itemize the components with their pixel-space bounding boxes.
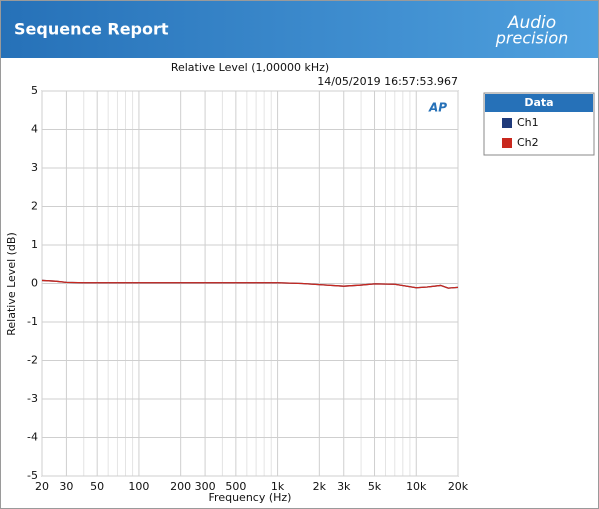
logo-top: Audio	[507, 13, 556, 33]
watermark: AP	[428, 101, 447, 115]
x-tick-label: 3k	[337, 480, 351, 493]
legend-title: Data	[524, 96, 553, 109]
y-tick-label: -1	[27, 315, 38, 328]
x-tick-label: 30	[59, 480, 73, 493]
x-tick-label: 300	[195, 480, 216, 493]
x-tick-label: 50	[90, 480, 104, 493]
header-title: Sequence Report	[14, 20, 169, 39]
x-tick-label: 20	[35, 480, 49, 493]
legend-swatch	[502, 138, 512, 148]
y-tick-label: -4	[27, 431, 38, 444]
x-tick-label: 200	[170, 480, 191, 493]
x-tick-label: 1k	[271, 480, 285, 493]
x-axis-label: Frequency (Hz)	[209, 491, 292, 504]
y-tick-label: 2	[31, 200, 38, 213]
y-tick-label: 0	[31, 277, 38, 290]
logo-bottom: precision	[495, 29, 569, 48]
x-tick-label: 5k	[368, 480, 382, 493]
y-tick-label: 3	[31, 161, 38, 174]
legend-header	[485, 94, 593, 112]
y-tick-label: 1	[31, 238, 38, 251]
y-tick-label: 5	[31, 84, 38, 97]
data-line	[41, 279, 459, 289]
x-tick-label: 10k	[406, 480, 427, 493]
header-bar	[1, 1, 598, 58]
chart-title: Relative Level (1,00000 kHz)	[171, 61, 329, 74]
x-tick-label: 2k	[313, 480, 327, 493]
x-tick-label: 100	[128, 480, 149, 493]
legend-swatch	[502, 118, 512, 128]
y-tick-label: 4	[31, 123, 38, 136]
y-axis-label: Relative Level (dB)	[5, 232, 18, 336]
x-tick-label: 20k	[448, 480, 469, 493]
y-tick-label: -2	[27, 354, 38, 367]
chart-subtitle: 14/05/2019 16:57:53.967	[317, 75, 458, 88]
legend-label: Ch2	[517, 136, 539, 149]
y-tick-label: -3	[27, 392, 38, 405]
y-tick-label: -5	[27, 469, 38, 482]
x-tick-label: 500	[225, 480, 246, 493]
legend-label: Ch1	[517, 116, 539, 129]
